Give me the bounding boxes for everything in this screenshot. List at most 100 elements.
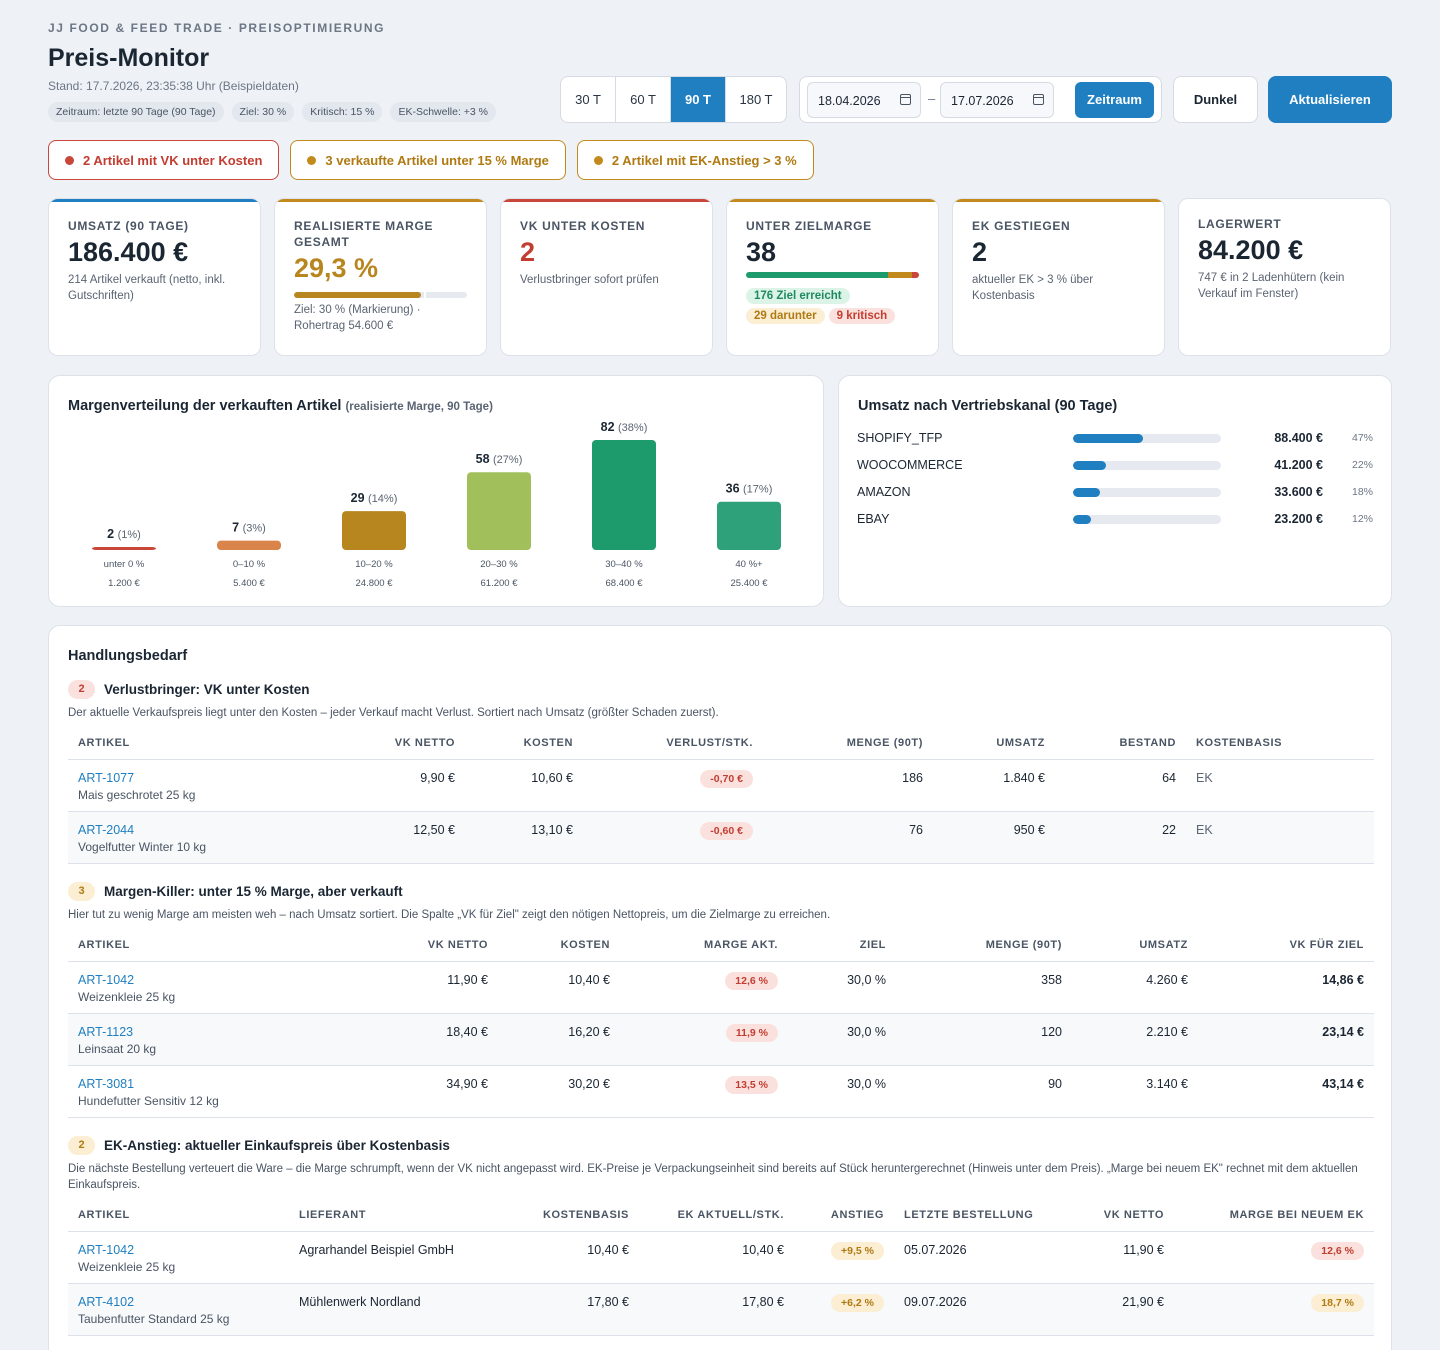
cell-vk: 18,40 € <box>268 1013 498 1066</box>
cell-ziel: 30,0 % <box>788 1065 896 1118</box>
col-header[interactable]: Ziel <box>788 929 896 962</box>
cell-ek-aktuell: 10,40 € <box>639 1231 794 1284</box>
col-header[interactable]: Umsatz <box>933 727 1055 760</box>
article-link[interactable]: ART-2044 <box>78 822 135 837</box>
period-90[interactable]: 90 T <box>671 77 726 122</box>
kpi-sub: Ziel: 30 % (Markierung) · Rohertrag 54.6… <box>294 304 421 332</box>
action-title: Handlungsbedarf <box>68 648 188 664</box>
col-header[interactable]: Umsatz <box>1072 929 1198 962</box>
cell-umsatz: 950 € <box>933 811 1055 864</box>
revenue-label: 24.800 € <box>356 578 394 589</box>
pill-target: Ziel: 30 % <box>231 102 295 122</box>
col-header[interactable]: Kosten <box>498 929 620 962</box>
article-link[interactable]: ART-1123 <box>78 1024 134 1039</box>
bar-0[interactable] <box>92 547 156 550</box>
col-header[interactable]: Marge akt. <box>620 929 788 962</box>
col-header[interactable]: VK für Ziel <box>1198 929 1374 962</box>
cell-kostenbasis: EK <box>1186 759 1374 812</box>
col-header[interactable]: Anstieg <box>794 1199 894 1232</box>
margin-chip: 12,6 % <box>725 971 778 990</box>
date-to-input[interactable]: 17.07.2026 <box>940 82 1054 118</box>
kpi-sub: aktueller EK > 3 % über Kostenbasis <box>972 274 1094 302</box>
cell-vk-ziel: 43,14 € <box>1198 1065 1374 1118</box>
segment-critical <box>911 272 919 278</box>
bar-1[interactable] <box>217 540 281 550</box>
table-row: ART-1077 Mais geschrotet 25 kg 9,90 € 10,… <box>68 759 1374 812</box>
apply-range-button[interactable]: Zeitraum <box>1075 82 1154 118</box>
date-from-input[interactable]: 18.04.2026 <box>807 82 921 118</box>
margin-chip: 11,9 % <box>725 1023 778 1042</box>
channel-name: AMAZON <box>857 485 911 499</box>
col-header[interactable]: Kostenbasis <box>1186 727 1374 760</box>
section-loss-header: 2 Verlustbringer: VK unter Kosten <box>68 680 310 699</box>
col-header[interactable]: Menge (90T) <box>763 727 933 760</box>
col-header[interactable]: Kostenbasis <box>489 1199 639 1232</box>
period-60[interactable]: 60 T <box>616 77 671 122</box>
period-selector: 30 T 60 T 90 T 180 T <box>560 76 787 123</box>
alert-low-margin[interactable]: 3 verkaufte Artikel unter 15 % Marge <box>290 140 566 180</box>
action-panel: Handlungsbedarf 2 Verlustbringer: VK unt… <box>48 625 1392 1350</box>
col-header[interactable]: Bestand <box>1055 727 1186 760</box>
pill-period: Zeitraum: letzte 90 Tage (90 Tage) <box>48 102 224 122</box>
loss-table: Artikel VK netto Kosten Verlust/Stk. Men… <box>68 727 1374 864</box>
chart-subtitle: (realisierte Marge, 90 Tage) <box>345 401 493 413</box>
channel-name: EBAY <box>857 512 890 526</box>
channel-bar-fill <box>1073 434 1143 443</box>
alert-dot-icon <box>307 155 317 165</box>
col-header[interactable]: Verlust/Stk. <box>583 727 763 760</box>
article-link[interactable]: ART-4102 <box>78 1294 135 1309</box>
bar-4[interactable] <box>592 440 656 550</box>
col-header[interactable]: Menge (90T) <box>896 929 1072 962</box>
col-header[interactable]: VK netto <box>1074 1199 1174 1232</box>
margin-distribution-chart: 2 (1%) unter 0 % 1.200 € 7 (3%) 0–10 % 5.400 … <box>92 420 781 589</box>
col-header[interactable]: Artikel <box>68 929 268 962</box>
card-accent <box>275 199 486 202</box>
channel-name: WOOCOMMERCE <box>857 458 963 472</box>
table-row: ART-4102 Taubenfutter Standard 25 kg Mühl… <box>68 1283 1374 1336</box>
article-link[interactable]: ART-1042 <box>78 972 135 987</box>
cell-vk: 21,90 € <box>1074 1283 1174 1336</box>
kpi-sub: 747 € in 2 Ladenhütern (kein Verkauf im … <box>1198 272 1345 300</box>
alert-ek-increase[interactable]: 2 Artikel mit EK-Anstieg > 3 % <box>576 140 814 180</box>
channel-name: SHOPIFY_TFP <box>857 431 943 445</box>
col-header[interactable]: Artikel <box>68 727 268 760</box>
period-180[interactable]: 180 T <box>739 92 773 107</box>
calendar-icon[interactable] <box>900 94 911 105</box>
refresh-button[interactable]: Aktualisieren <box>1268 76 1392 123</box>
ek-table: Artikel Lieferant Kostenbasis EK aktuell… <box>68 1199 1374 1336</box>
cell-vk: 12,50 € <box>268 811 465 864</box>
table-header-row: Artikel VK netto Kosten Verlust/Stk. Men… <box>68 727 1374 760</box>
article-link[interactable]: ART-1042 <box>78 1242 135 1257</box>
alert-loss[interactable]: 2 Artikel mit VK unter Kosten <box>48 140 280 180</box>
period-30[interactable]: 30 T <box>561 77 616 122</box>
kpi-card-ek-gestiegen: EK gestiegen 2 aktueller EK > 3 % über K… <box>952 198 1165 356</box>
bar-3[interactable] <box>467 472 531 550</box>
increase-chip: +9,5 % <box>831 1241 884 1260</box>
channel-revenue-panel: Umsatz nach Vertriebskanal (90 Tage) SHO… <box>838 375 1392 607</box>
alert-text: 3 verkaufte Artikel unter 15 % Marge <box>325 152 549 168</box>
col-header[interactable]: Marge bei neuem EK <box>1174 1199 1374 1232</box>
calendar-icon[interactable] <box>1033 94 1044 105</box>
section-title: Verlustbringer: VK unter Kosten <box>104 682 310 697</box>
dark-mode-button[interactable]: Dunkel <box>1173 76 1258 123</box>
col-header[interactable]: Letzte Bestellung <box>894 1199 1074 1232</box>
channel-row: WOOCOMMERCE 41.200 € 22% <box>857 456 1373 476</box>
article-link[interactable]: ART-1077 <box>78 770 135 785</box>
cell-lieferant: Agrarhandel Beispiel GmbH <box>289 1231 489 1284</box>
tag-row: 176 Ziel erreicht 29 darunter 9 kritisch <box>746 284 919 324</box>
col-header[interactable]: Kosten <box>465 727 583 760</box>
col-header[interactable]: VK netto <box>268 727 465 760</box>
tag-critical: 9 kritisch <box>828 308 896 324</box>
bar-5[interactable] <box>717 501 781 550</box>
bar-value-label: 58 (27%) <box>476 452 523 466</box>
col-header[interactable]: Lieferant <box>289 1199 489 1232</box>
kpi-label: Umsatz (90 Tage) <box>68 219 189 233</box>
col-header[interactable]: VK netto <box>268 929 498 962</box>
section-count-badge: 2 <box>68 1136 95 1155</box>
article-link[interactable]: ART-3081 <box>78 1076 135 1091</box>
bar-2[interactable] <box>342 511 406 550</box>
revenue-label: 5.400 € <box>233 578 265 589</box>
col-header[interactable]: Artikel <box>68 1199 289 1232</box>
col-header[interactable]: EK aktuell/Stk. <box>639 1199 794 1232</box>
cell-vk: 9,90 € <box>268 759 465 812</box>
